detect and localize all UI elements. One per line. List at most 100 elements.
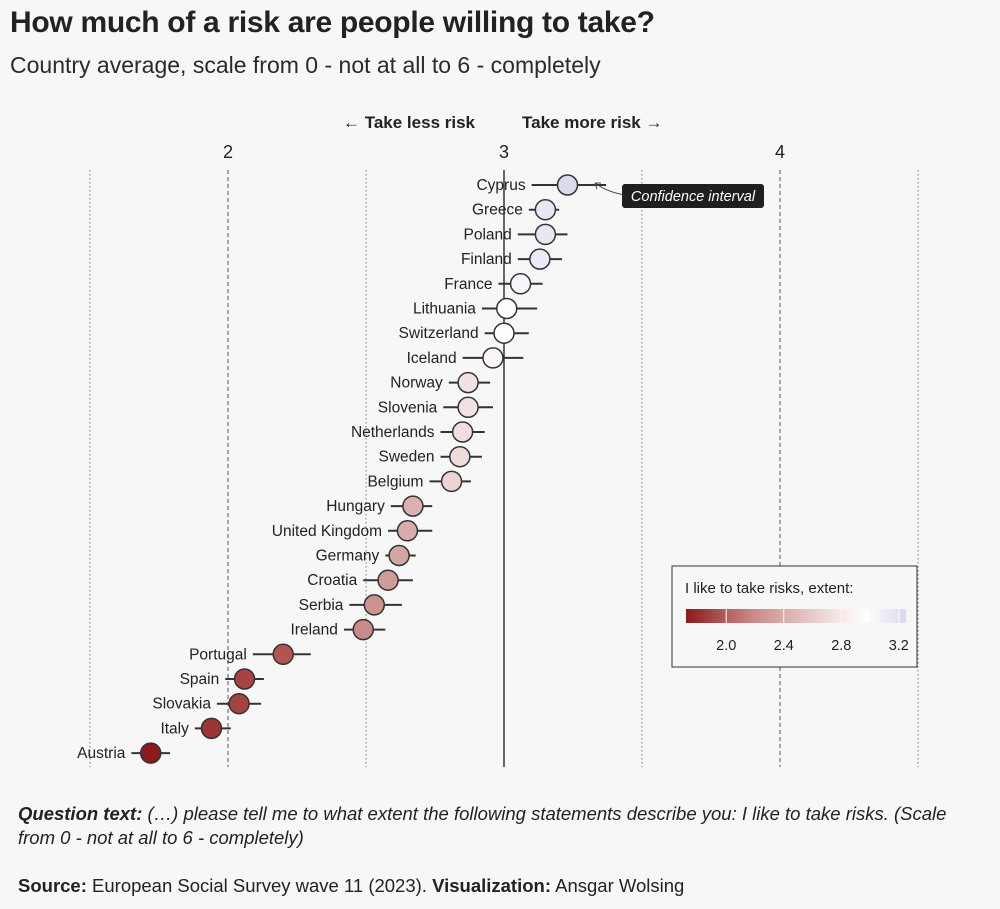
country-point-group: Lithuania <box>413 297 538 320</box>
mean-point <box>457 371 479 394</box>
country-label: Belgium <box>367 473 423 490</box>
country-point-group: Poland <box>464 223 568 246</box>
mean-point <box>534 198 557 221</box>
chart-title: How much of a risk are people willing to… <box>10 6 655 39</box>
country-point-group: Slovenia <box>378 396 493 419</box>
confidence-interval-annotation: Confidence interval <box>594 182 764 208</box>
legend-tick-label: 2.0 <box>716 638 736 654</box>
mean-point <box>388 544 410 567</box>
country-label: Norway <box>390 375 443 392</box>
color-legend: I like to take risks, extent: 2.0 2.4 2.8 3… <box>671 565 918 668</box>
country-point-group: Iceland <box>407 347 524 369</box>
country-label: Switzerland <box>399 325 479 342</box>
country-label: Netherlands <box>351 424 435 441</box>
mean-point <box>402 495 424 517</box>
x-tick-label: 4 <box>775 142 785 162</box>
legend-title: I like to take risks, extent: <box>685 580 853 597</box>
mean-point <box>451 421 474 443</box>
data-points: Cyprus Greece Poland Finland France Lithuania… <box>77 174 607 764</box>
country-point-group: Netherlands <box>351 421 485 443</box>
question-text-label: Question text: <box>18 803 143 824</box>
country-point-group: Slovakia <box>152 692 262 715</box>
country-point-group: Serbia <box>299 594 402 616</box>
country-point-group: United Kingdom <box>272 520 433 542</box>
mean-point <box>233 668 256 690</box>
country-label: Iceland <box>407 350 457 367</box>
source-line: Source: European Social Survey wave 11 (… <box>18 875 684 897</box>
mean-point <box>509 273 532 295</box>
country-label: Finland <box>461 251 512 268</box>
legend-colorbar <box>686 609 906 623</box>
x-tick-label: 3 <box>499 142 509 162</box>
country-label: Poland <box>464 226 512 243</box>
mean-point <box>228 692 250 715</box>
mean-point <box>139 742 162 764</box>
question-text: Question text: (…) please tell me to wha… <box>18 802 978 850</box>
mean-point <box>556 174 579 196</box>
country-point-group: Greece <box>472 198 560 221</box>
country-point-group: Switzerland <box>399 322 529 344</box>
country-label: United Kingdom <box>272 523 382 540</box>
legend-ticks: 2.0 2.4 2.8 3.2 <box>716 609 909 654</box>
country-point-group: Finland <box>461 248 562 270</box>
source-text: European Social Survey wave 11 (2023). <box>92 875 427 896</box>
risk-dot-plot: 2 3 4 Cyprus Greece Poland Finland France Lithu… <box>77 113 919 767</box>
annotation-label: Confidence interval <box>631 189 756 205</box>
country-label: Spain <box>180 671 220 688</box>
country-label: Germany <box>316 548 380 565</box>
country-label: Portugal <box>189 646 247 663</box>
country-label: Lithuania <box>413 301 476 318</box>
country-point-group: Belgium <box>367 470 471 493</box>
country-label: Greece <box>472 202 523 219</box>
country-point-group: Portugal <box>189 643 311 666</box>
mean-point <box>377 569 399 591</box>
country-label: Sweden <box>379 449 435 466</box>
mean-point <box>440 470 463 493</box>
country-point-group: Norway <box>390 371 491 394</box>
x-tick-label: 2 <box>223 142 233 162</box>
mean-point <box>272 643 294 666</box>
country-point-group: Italy <box>160 717 231 740</box>
mean-point <box>493 322 515 344</box>
legend-tick-label: 3.2 <box>889 638 909 654</box>
mean-point <box>457 396 479 419</box>
country-point-group: Croatia <box>307 569 413 591</box>
visualization-credit: Ansgar Wolsing <box>555 875 685 896</box>
mean-point <box>529 248 551 270</box>
take-less-risk-label: ← Take less risk <box>343 113 476 132</box>
mean-point <box>534 223 557 246</box>
mean-point <box>482 347 504 369</box>
chart-subtitle: Country average, scale from 0 - not at a… <box>10 52 601 78</box>
country-label: France <box>444 276 492 293</box>
country-label: Hungary <box>326 498 385 515</box>
visualization-label: Visualization: <box>432 875 551 896</box>
country-label: Serbia <box>299 597 344 614</box>
annotation-arrowhead <box>594 182 601 190</box>
country-point-group: Sweden <box>379 445 482 468</box>
country-point-group: Spain <box>180 668 264 690</box>
country-label: Ireland <box>291 622 338 639</box>
x-axis: 2 3 4 <box>223 142 785 767</box>
mean-point <box>496 297 518 320</box>
mean-point <box>363 594 386 616</box>
country-point-group: France <box>444 273 543 295</box>
country-label: Slovakia <box>152 696 211 713</box>
mean-point <box>449 445 471 468</box>
country-label: Austria <box>77 745 126 762</box>
mean-point <box>396 520 419 542</box>
legend-tick-label: 2.8 <box>831 638 851 654</box>
country-point-group: Hungary <box>326 495 433 517</box>
country-point-group: Ireland <box>291 618 386 641</box>
country-label: Italy <box>160 720 189 737</box>
country-point-group: Germany <box>316 544 416 567</box>
country-point-group: Cyprus <box>476 174 607 196</box>
legend-tick-label: 2.4 <box>774 638 794 654</box>
source-label: Source: <box>18 875 87 896</box>
country-label: Slovenia <box>378 399 438 416</box>
mean-point <box>200 717 223 740</box>
country-label: Cyprus <box>476 177 525 194</box>
take-more-risk-label: Take more risk → <box>522 113 662 132</box>
mean-point <box>352 618 374 641</box>
country-label: Croatia <box>307 572 357 589</box>
annotation-box <box>622 184 764 208</box>
